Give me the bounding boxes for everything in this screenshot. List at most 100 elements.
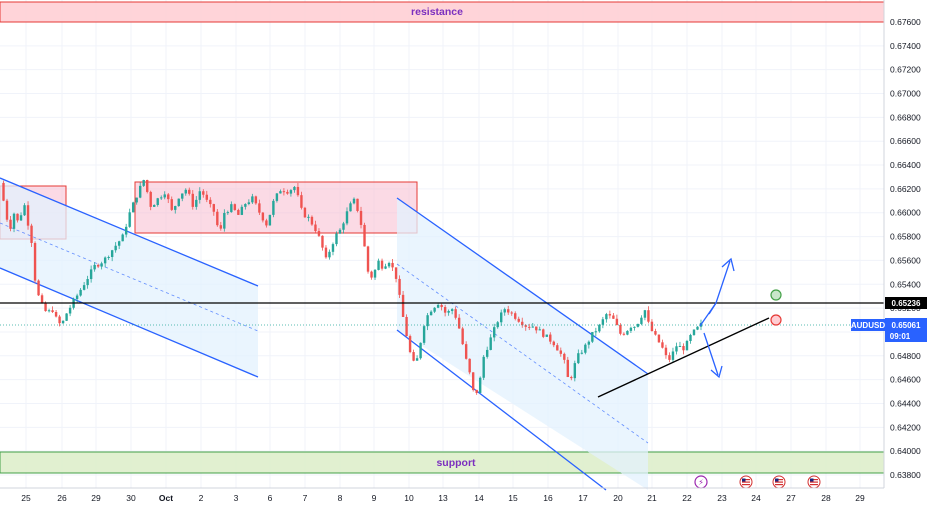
candle-body: [510, 312, 513, 314]
candle-body: [507, 309, 510, 313]
candle-body: [622, 333, 626, 335]
candle-body: [310, 216, 314, 225]
candle-body: [265, 220, 268, 226]
candle-body: [612, 315, 615, 319]
candle-body: [135, 197, 138, 203]
candle-body: [177, 198, 180, 207]
x-tick-label: 22: [682, 493, 692, 503]
candle-body: [30, 225, 33, 243]
candle-body: [188, 189, 191, 194]
us-flag-icon[interactable]: [739, 475, 753, 489]
candle-body: [556, 345, 559, 351]
candle-body: [580, 352, 584, 354]
y-tick-label: 0.65800: [890, 232, 921, 242]
x-tick-label: 24: [751, 493, 761, 503]
candle-body: [394, 267, 398, 279]
price-tags: 0.65236 AUDUSD 0.65061 09:01: [851, 297, 927, 342]
candle-body: [244, 203, 247, 207]
candle-body: [216, 211, 219, 226]
time-axis-labels[interactable]: 25 26 29 30 Oct 2 3 6 7 8 9 10 13 14 15 16 17 20 21 22 23 24 2…: [21, 493, 865, 503]
candle-body: [605, 314, 608, 320]
symbol-tag-text: AUDUSD: [851, 321, 885, 330]
level-price-tag: [885, 297, 927, 309]
candle-body: [528, 326, 531, 328]
x-tick-label: Oct: [159, 493, 173, 503]
candle-body: [345, 211, 349, 224]
candle-body: [598, 324, 601, 332]
candle-body: [156, 198, 159, 205]
x-tick-label: 6: [268, 493, 273, 503]
y-tick-label: 0.64000: [890, 446, 921, 456]
candle-body: [689, 334, 692, 341]
x-tick-label: 14: [474, 493, 484, 503]
x-tick-label: 20: [613, 493, 623, 503]
candle-body: [668, 355, 671, 360]
candle-body: [626, 330, 629, 335]
candle-body: [405, 316, 408, 337]
candle-body: [591, 332, 594, 342]
candle-body: [184, 189, 187, 194]
current-price-text: 0.65061: [892, 321, 921, 330]
x-tick-label: 29: [91, 493, 101, 503]
candle-body: [559, 350, 562, 354]
candle-body: [654, 331, 657, 335]
candle-body: [209, 199, 212, 205]
resistance-label: resistance: [411, 6, 463, 18]
candle-body: [275, 193, 279, 201]
candle-body: [692, 329, 696, 335]
candle-body: [258, 203, 261, 213]
candle-body: [359, 210, 363, 225]
candle-body: [419, 342, 422, 359]
candle-body: [286, 191, 289, 194]
channel-left-upper[interactable]: [0, 177, 259, 287]
y-tick-label: 0.63800: [890, 470, 921, 480]
stop-loss-marker[interactable]: [770, 314, 782, 326]
candle-body: [19, 215, 23, 221]
candle-body: [23, 205, 26, 216]
candle-body: [163, 194, 166, 198]
candle-body: [100, 263, 103, 267]
candle-body: [538, 329, 541, 331]
y-tick-label: 0.66800: [890, 112, 921, 122]
candle-body: [324, 247, 328, 258]
candle-body: [174, 206, 177, 210]
us-flag-icon[interactable]: [807, 475, 821, 489]
candle-body: [75, 295, 79, 299]
bullish-scenario-arrow[interactable]: [699, 260, 731, 327]
candle-body: [47, 310, 51, 312]
candle-body: [149, 191, 152, 207]
candle-body: [696, 326, 699, 330]
x-tick-label: 27: [786, 493, 796, 503]
bearish-scenario-arrow-down[interactable]: [703, 332, 719, 376]
overlays: ⚡: [0, 257, 884, 489]
candle-body: [58, 316, 61, 324]
candle-body: [198, 191, 201, 200]
channel-right-upper[interactable]: [396, 197, 649, 375]
candle-body: [289, 190, 293, 194]
candle-body: [657, 334, 661, 343]
candle-body: [542, 329, 545, 337]
candle-body: [352, 198, 356, 204]
candle-body: [566, 359, 570, 378]
candle-body: [321, 235, 324, 248]
candle-body: [573, 363, 577, 379]
candle-body: [9, 219, 12, 229]
candle-body: [549, 334, 552, 342]
x-tick-label: 17: [578, 493, 588, 503]
bearish-scenario-arrow[interactable]: [708, 302, 717, 315]
us-flag-icon[interactable]: [772, 475, 786, 489]
channel-left-lower[interactable]: [0, 267, 259, 378]
y-tick-label: 0.64600: [890, 375, 921, 385]
x-tick-label: 16: [543, 493, 553, 503]
candle-body: [254, 196, 258, 204]
x-tick-label: 3: [234, 493, 239, 503]
channel-right-lower[interactable]: [396, 329, 607, 491]
candle-body: [671, 351, 675, 360]
candle-body: [226, 212, 230, 214]
ascending-trendline[interactable]: [597, 317, 770, 398]
candle-body: [12, 213, 16, 229]
candle-body: [124, 226, 128, 235]
take-profit-marker[interactable]: [770, 289, 782, 301]
